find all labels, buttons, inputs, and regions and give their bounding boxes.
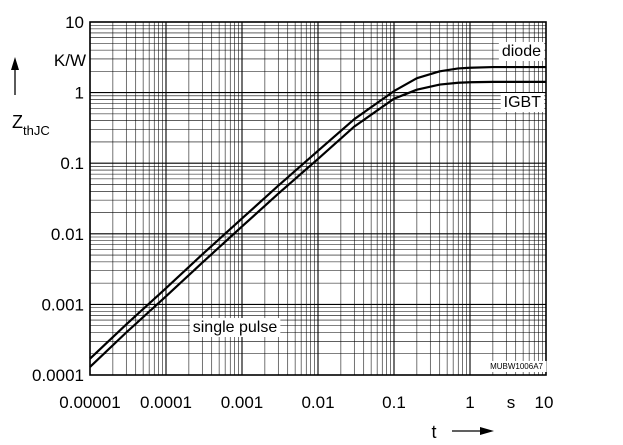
y-tick-label: 0.01	[51, 225, 84, 244]
figure-code-label: MUBW1006A7	[490, 362, 543, 371]
series-label-igbt: IGBT	[504, 94, 542, 111]
y-axis-arrow-head	[11, 57, 19, 70]
x-tick-label: 0.1	[382, 393, 406, 412]
single-pulse-label: single pulse	[193, 319, 278, 336]
plot-frame	[89, 21, 547, 376]
series-line-diode	[89, 65, 546, 360]
series-label-diode: diode	[502, 43, 541, 60]
x-tick-label: 0.0001	[140, 393, 192, 412]
y-tick-label: 1	[75, 84, 84, 103]
series-layer	[89, 65, 546, 368]
x-axis-arrow-head	[480, 427, 494, 435]
y-unit-label: K/W	[54, 51, 86, 70]
series-label-diode-bg	[498, 42, 545, 61]
y-tick-label: 10	[65, 13, 84, 32]
y-axis-title-subscript: thJC	[23, 123, 50, 138]
y-tick-label: 0.001	[41, 295, 84, 314]
label-layer: 0.0001 0.001 0.01 0.1 1 10 0.00001 0.0001 0.001 0…	[11, 13, 553, 442]
single-pulse-label-bg	[189, 318, 281, 337]
series-label-igbt-bg	[500, 93, 545, 112]
x-unit-label-bg	[503, 392, 519, 413]
x-tick-label: 1	[465, 393, 474, 412]
x-unit-label: s	[507, 393, 516, 412]
x-tick-label: 0.00001	[59, 393, 120, 412]
series-line-igbt	[89, 80, 546, 368]
x-tick-label: 0.001	[221, 393, 264, 412]
y-unit-label-bg	[50, 50, 89, 71]
y-tick-label: 0.1	[60, 154, 84, 173]
x-tick-label: 10	[535, 393, 554, 412]
y-tick-label: 0.0001	[32, 366, 84, 385]
x-tick-label: 0.01	[301, 393, 334, 412]
y-axis-title: ZthJC	[12, 112, 50, 138]
x-axis-title: t	[431, 422, 436, 442]
figure-code-label-bg	[487, 361, 547, 372]
